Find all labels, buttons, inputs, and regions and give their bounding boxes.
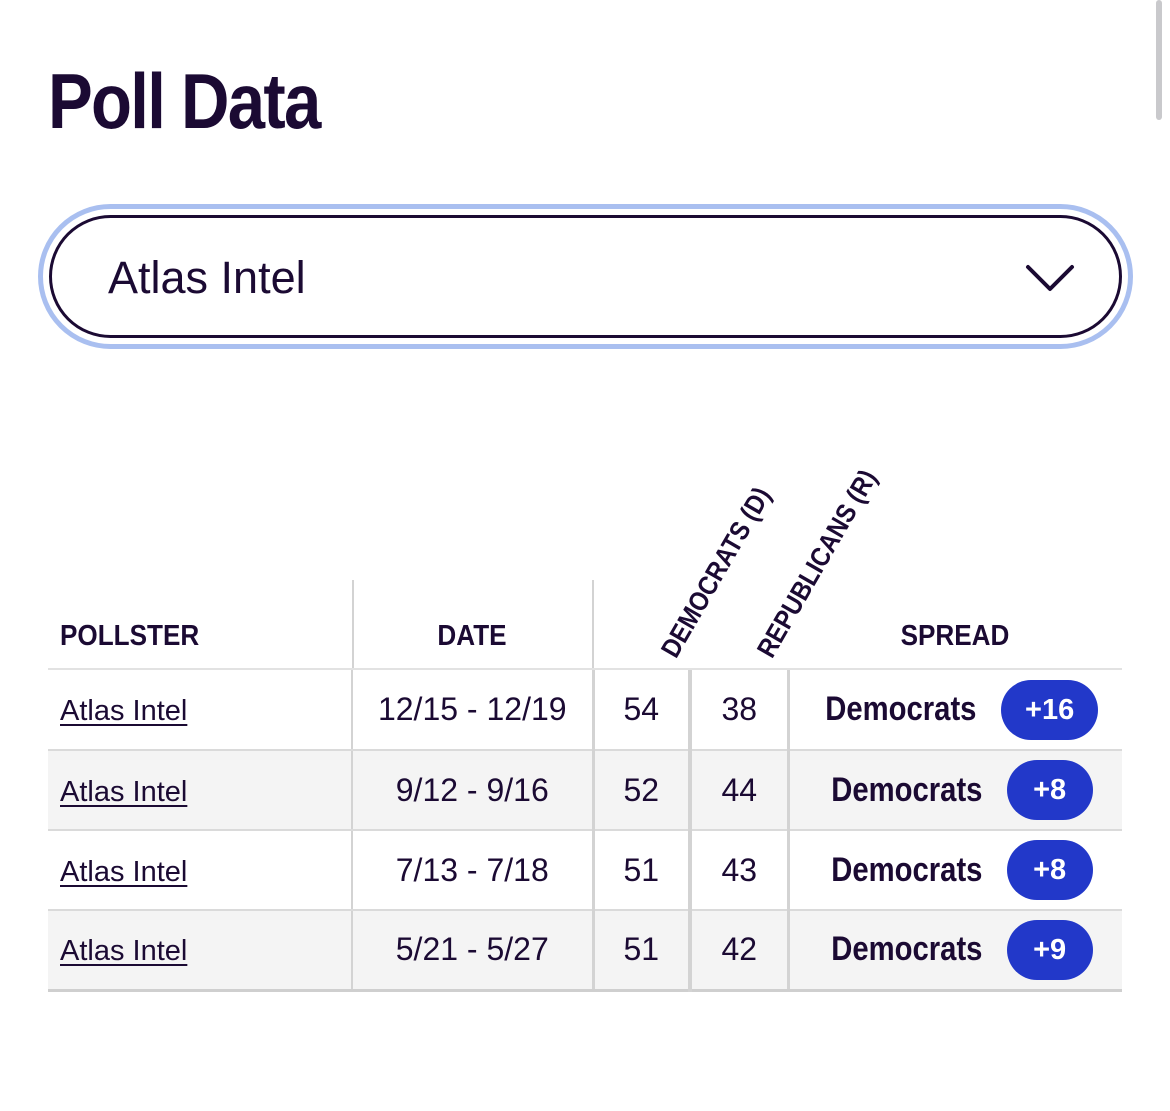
pollster-link[interactable]: Atlas Intel xyxy=(60,935,188,968)
pollster-select-value: Atlas Intel xyxy=(108,252,306,303)
header-pollster: POLLSTER xyxy=(60,620,200,652)
republicans-cell: 42 xyxy=(690,910,790,992)
democrats-cell: 52 xyxy=(593,750,692,831)
pollster-cell: Atlas Intel xyxy=(48,910,353,992)
spread-badge: +8 xyxy=(1006,760,1093,820)
republicans-cell: 38 xyxy=(690,670,790,751)
republicans-cell: 43 xyxy=(690,830,790,911)
header-spread: SPREAD xyxy=(900,620,1010,652)
header-divider xyxy=(592,580,594,670)
pollster-cell: Atlas Intel xyxy=(48,830,353,911)
header-date: DATE xyxy=(437,620,507,652)
spread-badge: +9 xyxy=(1006,919,1093,980)
pollster-link[interactable]: Atlas Intel xyxy=(60,775,188,808)
chevron-down-icon xyxy=(1026,265,1074,291)
header-bottom-border xyxy=(48,668,1122,670)
table-row: Atlas Intel 5/21 - 5/27 51 42 Democrats … xyxy=(48,910,1122,992)
pollster-link[interactable]: Atlas Intel xyxy=(60,855,188,888)
pollster-cell: Atlas Intel xyxy=(48,750,353,831)
header-divider xyxy=(352,580,354,670)
table-row: Atlas Intel 12/15 - 12/19 54 38 Democrat… xyxy=(48,670,1122,751)
pollster-cell: Atlas Intel xyxy=(48,670,353,751)
spread-badge: +8 xyxy=(1006,840,1093,900)
date-cell: 12/15 - 12/19 xyxy=(352,670,595,751)
spread-badge: +16 xyxy=(1001,679,1099,740)
spread-cell: Democrats +8 xyxy=(788,750,1122,831)
spread-party: Democrats xyxy=(831,930,983,969)
scrollbar-thumb[interactable] xyxy=(1156,0,1162,120)
spread-party: Democrats xyxy=(825,690,977,728)
democrats-cell: 51 xyxy=(593,910,692,992)
republicans-cell: 44 xyxy=(690,750,790,831)
poll-table: Atlas Intel 12/15 - 12/19 54 38 Democrat… xyxy=(48,670,1122,992)
democrats-cell: 51 xyxy=(593,830,692,911)
pollster-select[interactable]: Atlas Intel xyxy=(49,215,1122,338)
spread-cell: Democrats +16 xyxy=(788,670,1122,751)
democrats-cell: 54 xyxy=(593,670,692,751)
date-cell: 9/12 - 9/16 xyxy=(352,750,595,831)
table-header: POLLSTER DATE DEMOCRATS (D) REPUBLICANS … xyxy=(48,465,1122,670)
spread-party: Democrats xyxy=(831,770,983,809)
spread-cell: Democrats +8 xyxy=(788,830,1122,911)
table-row: Atlas Intel 9/12 - 9/16 52 44 Democrats … xyxy=(48,750,1122,831)
table-row: Atlas Intel 7/13 - 7/18 51 43 Democrats … xyxy=(48,830,1122,911)
page-title: Poll Data xyxy=(48,57,321,145)
spread-cell: Democrats +9 xyxy=(788,910,1122,992)
pollster-link[interactable]: Atlas Intel xyxy=(60,695,188,727)
date-cell: 5/21 - 5/27 xyxy=(352,910,595,992)
pollster-select-focus-ring: Atlas Intel xyxy=(38,204,1133,349)
spread-party: Democrats xyxy=(831,850,983,889)
date-cell: 7/13 - 7/18 xyxy=(352,830,595,911)
